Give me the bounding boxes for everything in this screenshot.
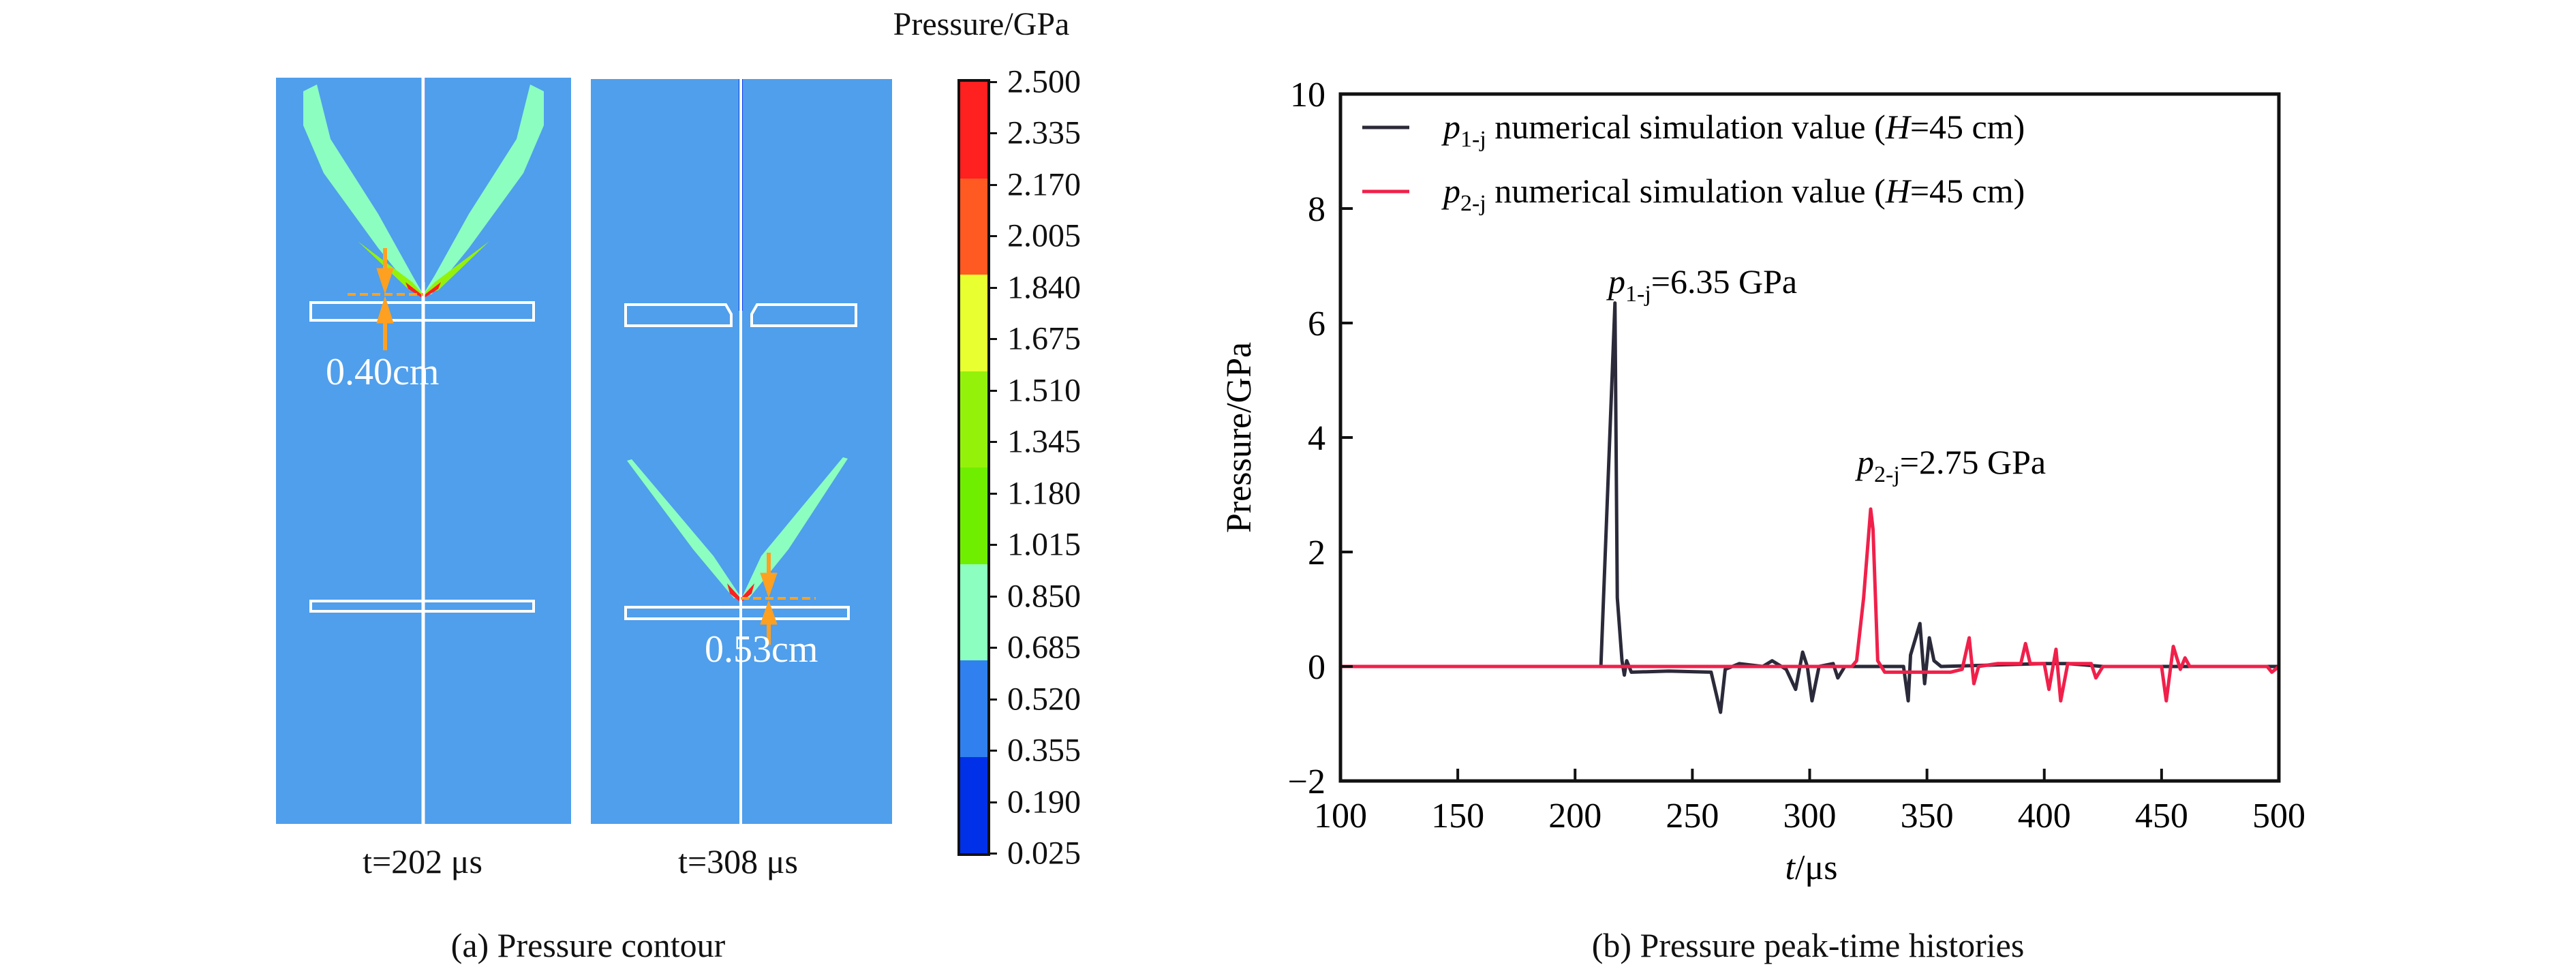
x-tick-label: 400 — [2018, 797, 2071, 835]
colorbar-tick-label: 2.170 — [1007, 166, 1081, 203]
x-axis-label: t/μs — [1785, 848, 1837, 887]
colorbar-tick — [987, 389, 997, 392]
series-line-p1j — [1340, 301, 2279, 714]
colorbar-tick-label: 0.520 — [1007, 681, 1081, 718]
colorbar-tick — [987, 338, 997, 341]
y-tick-label: 4 — [1308, 419, 1325, 458]
plate-lower — [624, 606, 850, 620]
y-tick-label: 6 — [1308, 305, 1325, 343]
y-axis-label: Pressure/GPa — [1220, 342, 1259, 533]
colorbar-tick — [987, 647, 997, 649]
contour-plot-202 — [303, 78, 544, 824]
y-tick-label: 8 — [1308, 190, 1325, 229]
y-tick-label: 10 — [1290, 76, 1325, 114]
y-tick-label: −2 — [1288, 763, 1325, 801]
colorbar-tick — [987, 132, 997, 135]
colorbar-tick — [987, 286, 997, 289]
x-tick-label: 200 — [1548, 797, 1601, 835]
legend-label: p2-j numerical simulation value (H=45 cm… — [1441, 172, 2025, 216]
contour-frame-202: 0.40cm — [276, 78, 571, 824]
colorbar-tick-label: 2.500 — [1007, 63, 1081, 100]
contour-frame-308: 0.53cm — [591, 79, 892, 824]
colorbar-tick — [987, 595, 997, 598]
distance-label: 0.40cm — [326, 351, 440, 393]
contour-plot-308 — [624, 79, 857, 824]
peak-annotation-p2j: p2-j=2.75 GPa — [1855, 443, 2046, 487]
x-tick-label: 300 — [1783, 797, 1837, 835]
distance-label: 0.53cm — [705, 628, 818, 671]
colorbar-tick — [987, 81, 997, 83]
colorbar-band — [960, 178, 987, 275]
colorbar-tick-label: 1.015 — [1007, 526, 1081, 563]
x-tick-label: 250 — [1666, 797, 1719, 835]
distance-arrow — [376, 248, 394, 350]
colorbar-tick — [987, 698, 997, 701]
colorbar-tick-label: 0.025 — [1007, 835, 1081, 872]
y-tick-label: 2 — [1308, 534, 1325, 572]
colorbar-tick — [987, 441, 997, 444]
plate-upper — [309, 301, 535, 322]
series-line-p2j — [1340, 507, 2280, 703]
x-tick-label: 350 — [1901, 797, 1954, 835]
colorbar-tick-label: 0.190 — [1007, 784, 1081, 820]
colorbar-tick-label: 1.180 — [1007, 475, 1081, 512]
colorbar-tick-label: 1.675 — [1007, 320, 1081, 357]
colorbar-band — [960, 275, 987, 371]
colorbar-band — [960, 82, 987, 179]
x-tick-label: 500 — [2252, 797, 2305, 835]
colorbar-tick — [987, 801, 997, 803]
pressure-wave-left — [303, 85, 423, 294]
colorbar-tick — [987, 235, 997, 238]
legend-label: p1-j numerical simulation value (H=45 cm… — [1441, 108, 2025, 152]
caption-a: (a) Pressure contour — [450, 926, 726, 964]
y-tick-label: 0 — [1308, 648, 1325, 687]
pressure-wave-left — [627, 459, 741, 598]
colorbar-tick-label: 1.510 — [1007, 372, 1081, 409]
colorbar-band — [960, 371, 987, 467]
pressure-wave-right — [423, 85, 544, 294]
colorbar-tick-label: 1.345 — [1007, 423, 1081, 460]
colorbar-tick-label: 0.685 — [1007, 629, 1081, 666]
colorbar-band — [960, 756, 987, 853]
colorbar-tick-label: 1.840 — [1007, 269, 1081, 306]
colorbar-band — [960, 467, 987, 564]
colorbar-band — [960, 660, 987, 757]
colorbar-tick-label: 0.850 — [1007, 578, 1081, 615]
colorbar-tick — [987, 183, 997, 186]
colorbar-tick — [987, 853, 997, 855]
colorbar-tick-label: 0.355 — [1007, 732, 1081, 769]
colorbar — [957, 79, 990, 856]
colorbar-tick — [987, 544, 997, 547]
legend: p1-j numerical simulation value (H=45 cm… — [1362, 108, 2025, 216]
colorbar-tick-label: 2.005 — [1007, 217, 1081, 254]
frame-label-308: t=308 μs — [678, 842, 798, 880]
plate-lower — [309, 600, 535, 613]
colorbar-tick — [987, 492, 997, 495]
x-tick-label: 100 — [1314, 797, 1367, 835]
peak-annotation-p1j: p1-j=6.35 GPa — [1606, 262, 1797, 307]
colorbar-band — [960, 564, 987, 660]
colorbar-tick-label: 2.335 — [1007, 114, 1081, 151]
colorbar-title: Pressure/GPa — [893, 6, 1070, 42]
x-tick-label: 450 — [2135, 797, 2188, 835]
colorbar-tick — [987, 750, 997, 752]
caption-b: (b) Pressure peak-time histories — [1591, 926, 2025, 964]
frame-label-202: t=202 μs — [363, 842, 482, 880]
x-tick-label: 150 — [1431, 797, 1484, 835]
distance-arrow — [760, 553, 778, 645]
plate-upper-perforated — [624, 303, 857, 327]
